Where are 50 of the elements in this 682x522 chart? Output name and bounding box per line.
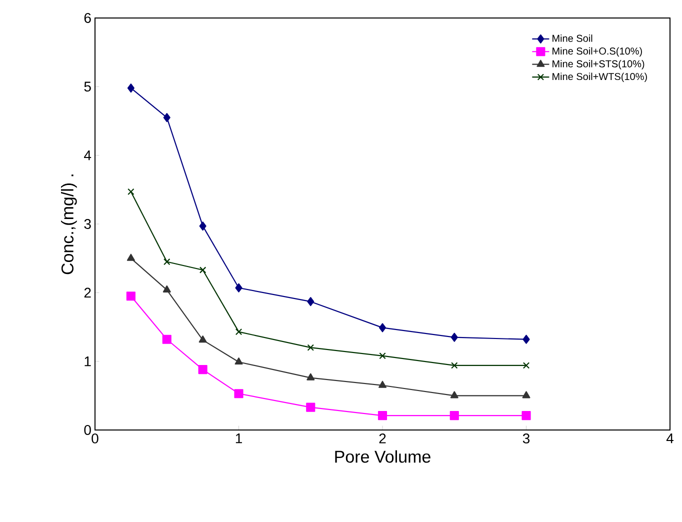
point	[163, 113, 170, 122]
point	[306, 373, 315, 380]
point	[522, 362, 530, 369]
point	[164, 258, 170, 266]
point	[450, 332, 458, 342]
point	[234, 357, 243, 365]
point	[522, 334, 530, 344]
point	[128, 188, 134, 196]
point	[522, 411, 531, 420]
legend-label: Mine Soil+WTS(10%)	[552, 72, 647, 82]
point	[307, 344, 314, 351]
point	[306, 402, 316, 412]
x-axis-title: Pore Volume	[335, 450, 430, 463]
point	[378, 380, 387, 388]
point	[378, 323, 386, 332]
point	[522, 391, 530, 398]
x-tick-label: 2	[379, 434, 386, 444]
point	[162, 334, 172, 344]
legend-label: Mine Soil	[552, 34, 592, 42]
point	[234, 389, 244, 398]
legend-label: Mine Soil+STS(10%)	[552, 60, 644, 70]
point	[126, 254, 135, 261]
x-tick-label: 3	[522, 434, 530, 444]
point	[378, 411, 388, 420]
legend-label: Mine Soil+O.S(10%)	[552, 47, 642, 57]
y-tick-label: 5	[84, 82, 91, 92]
y-axis-title: Conc.,(mg/l) .	[61, 174, 77, 274]
point	[126, 292, 136, 301]
point	[162, 285, 171, 292]
point	[235, 283, 242, 292]
x-tick-label: 1	[236, 434, 242, 444]
point	[127, 84, 134, 93]
point	[450, 391, 458, 398]
point	[451, 362, 458, 369]
point	[235, 328, 242, 336]
point	[379, 352, 386, 360]
y-tick-label: 2	[84, 288, 91, 298]
y-tick-label: 0	[84, 425, 91, 435]
x-tick-label: 0	[92, 434, 98, 444]
point	[199, 222, 206, 231]
point	[199, 266, 206, 274]
y-tick-label: 3	[84, 219, 91, 229]
y-tick-label: 6	[84, 13, 91, 23]
y-tick-label: 4	[84, 150, 92, 160]
point	[450, 411, 459, 420]
point	[198, 365, 208, 374]
point	[198, 336, 207, 343]
y-tick-label: 1	[84, 356, 91, 366]
point	[307, 297, 314, 306]
x-tick-label: 4	[666, 434, 674, 444]
